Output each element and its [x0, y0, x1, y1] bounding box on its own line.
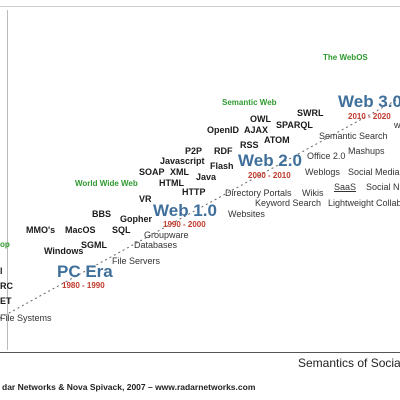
tech-p2p: P2P	[185, 146, 203, 156]
tech-rdf: RDF	[214, 146, 233, 156]
tech-java: Java	[196, 172, 217, 182]
desc-semantic-search: Semantic Search	[319, 131, 388, 141]
desc-social-networking: Social N	[366, 182, 400, 192]
tech-atom: ATOM	[264, 135, 290, 145]
desc-groupware: Groupware	[144, 230, 189, 240]
era-web2-years: 2000 - 2010	[248, 171, 291, 180]
desc-websites: Websites	[228, 209, 265, 219]
tech-javascript: Javascript	[160, 156, 205, 166]
footer-rule	[0, 352, 400, 353]
tech-html: HTML	[159, 178, 184, 188]
tech-macos: MacOS	[65, 225, 96, 235]
desc-databases: Databases	[134, 240, 178, 250]
desc-lightweight-collaboration: Lightweight Collabo	[328, 198, 400, 208]
tech-soap: SOAP	[139, 167, 165, 177]
desc-directory-portals: Directory Portals	[225, 188, 292, 198]
desc-partial-right: w	[394, 120, 400, 130]
tech-sgml: SGML	[81, 240, 107, 250]
desc-office2: Office 2.0	[307, 151, 346, 161]
footer-title: Semantics of Social	[298, 356, 400, 370]
tech-mmos: MMO's	[26, 225, 56, 235]
tech-partial-rc: RC	[0, 281, 13, 291]
tech-rss: RSS	[240, 140, 259, 150]
era-pc-label: PC Era	[57, 262, 113, 281]
tech-windows: Windows	[44, 246, 84, 256]
desc-saas: SaaS	[334, 182, 357, 192]
desc-social-media: Social Media	[348, 167, 400, 177]
layer-desktop: op	[0, 240, 10, 249]
tech-xml: XML	[170, 167, 189, 177]
tech-partial-l: l	[0, 266, 3, 276]
tech-flash: Flash	[210, 161, 234, 171]
tech-swrl: SWRL	[297, 108, 324, 118]
tech-vr: VR	[139, 194, 152, 204]
desc-file-servers: File Servers	[112, 256, 161, 266]
tech-bbs: BBS	[92, 209, 112, 219]
era-web3-label: Web 3.0	[338, 92, 400, 111]
top-rule	[0, 6, 400, 7]
era-pc-years: 1980 - 1990	[62, 281, 105, 290]
layer-semantic-web: Semantic Web	[222, 98, 277, 107]
tech-ajax: AJAX	[244, 125, 269, 135]
era-web2-label: Web 2.0	[238, 151, 302, 170]
tech-sql: SQL	[112, 225, 131, 235]
layer-webos: The WebOS	[323, 53, 368, 62]
tech-http: HTTP	[182, 187, 206, 197]
desc-keyword-search: Keyword Search	[255, 198, 322, 208]
layer-world-wide-web: World Wide Web	[75, 179, 138, 188]
desc-file-systems: File Systems	[0, 313, 52, 323]
tech-openid: OpenID	[207, 125, 240, 135]
desc-wikis: Wikis	[302, 188, 324, 198]
vertical-axis	[7, 10, 8, 350]
tech-sparql: SPARQL	[276, 120, 313, 130]
tech-owl: OWL	[250, 114, 271, 124]
era-web3-years: 2010 - 2020	[348, 112, 391, 121]
era-web1-years: 1990 - 2000	[163, 220, 206, 229]
footer-credit: dar Networks & Nova Spivack, 2007 – www.…	[2, 382, 256, 392]
desc-mashups: Mashups	[348, 146, 385, 156]
desc-weblogs: Weblogs	[305, 167, 340, 177]
era-web1-label: Web 1.0	[153, 201, 217, 220]
tech-gopher: Gopher	[120, 214, 153, 224]
tech-partial-et: ET	[0, 296, 12, 306]
